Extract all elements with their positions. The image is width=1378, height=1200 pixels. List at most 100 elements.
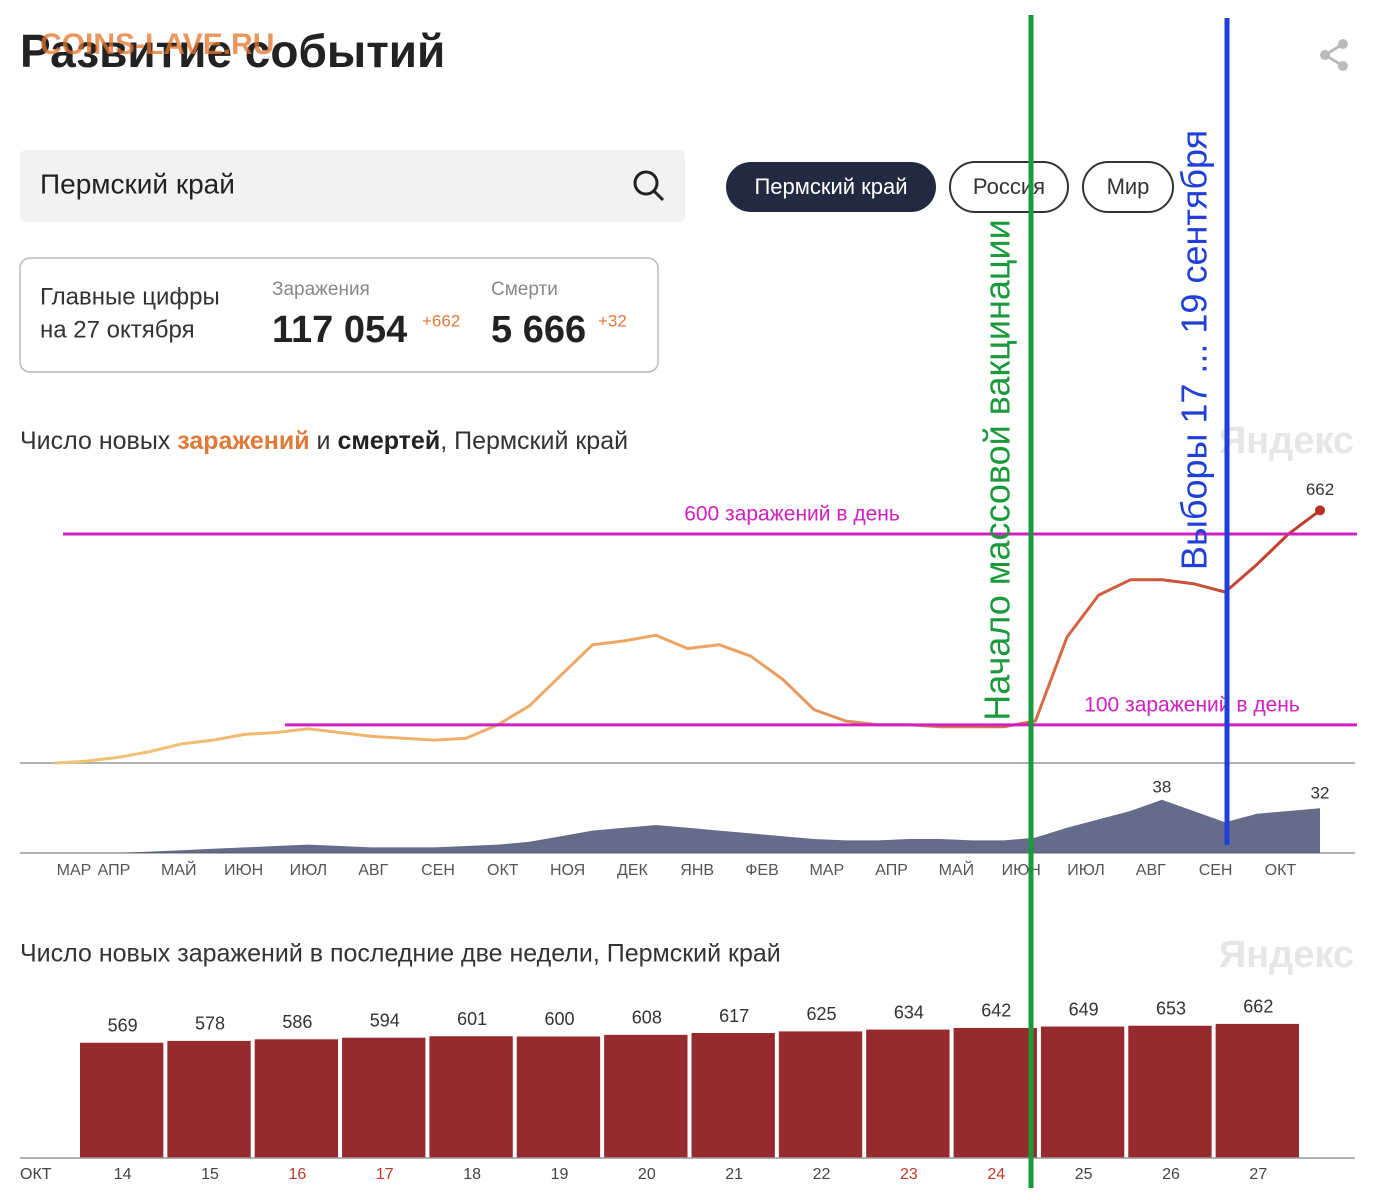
x-tick-label: ИЮЛ bbox=[290, 862, 327, 879]
tab-label[interactable]: Мир bbox=[1107, 174, 1150, 199]
x-tick-label: 19 bbox=[551, 1166, 569, 1183]
bar bbox=[254, 1039, 339, 1158]
chart-title: Число новых заражений и смертей, Пермски… bbox=[20, 427, 628, 455]
x-tick-label: 25 bbox=[1075, 1166, 1093, 1183]
data-label: 601 bbox=[457, 1009, 487, 1029]
x-tick-label: 14 bbox=[114, 1166, 132, 1183]
data-label: 600 bbox=[544, 1009, 574, 1029]
search-value[interactable]: Пермский край bbox=[40, 168, 235, 199]
x-tick-label: АВГ bbox=[1136, 862, 1166, 879]
watermark: COINS-LAVE.RU bbox=[40, 28, 274, 61]
x-tick-label: ДЕК bbox=[617, 862, 649, 879]
x-tick-label: 26 bbox=[1162, 1166, 1180, 1183]
stats-value: 117 054 bbox=[272, 309, 407, 351]
x-axis-label: ОКТ bbox=[20, 1166, 52, 1183]
data-label: 662 bbox=[1243, 997, 1273, 1017]
bar bbox=[778, 1031, 863, 1158]
data-label: 662 bbox=[1306, 480, 1334, 499]
search-box[interactable] bbox=[20, 150, 685, 222]
data-label: 649 bbox=[1069, 999, 1099, 1019]
x-tick-label: 22 bbox=[813, 1166, 831, 1183]
search-icon[interactable] bbox=[633, 170, 665, 202]
stats-value: 5 666 bbox=[491, 309, 586, 351]
annotation-label: Начало массовой вакцинации bbox=[977, 219, 1018, 720]
x-tick-label: МАР bbox=[57, 862, 92, 879]
x-tick-label: СЕН bbox=[421, 862, 455, 879]
reference-label: 600 заражений в день bbox=[684, 503, 900, 526]
title-part: смертей bbox=[337, 427, 440, 455]
stats-caption: на 27 октября bbox=[40, 316, 195, 343]
data-label: 569 bbox=[108, 1015, 138, 1035]
bar bbox=[953, 1027, 1037, 1158]
x-tick-label: ИЮЛ bbox=[1067, 862, 1104, 879]
x-tick-label: 23 bbox=[900, 1166, 918, 1183]
bar bbox=[604, 1034, 688, 1158]
bar bbox=[342, 1037, 426, 1158]
data-label: 642 bbox=[981, 1001, 1011, 1021]
page-title: Развитие событий bbox=[20, 25, 445, 77]
x-tick-label: МАЙ bbox=[939, 860, 975, 879]
data-label: 625 bbox=[807, 1004, 837, 1024]
end-point bbox=[1315, 505, 1325, 516]
x-tick-label: ЯНВ bbox=[680, 862, 714, 879]
bar bbox=[167, 1040, 251, 1158]
x-tick-label: 21 bbox=[725, 1166, 743, 1183]
data-label: 608 bbox=[632, 1008, 662, 1028]
tab-active[interactable] bbox=[726, 162, 936, 212]
bar bbox=[1215, 1023, 1299, 1158]
data-label: 38 bbox=[1152, 777, 1171, 796]
x-tick-label: 16 bbox=[288, 1166, 306, 1183]
data-label: 653 bbox=[1156, 998, 1186, 1018]
x-tick-label: АВГ bbox=[358, 862, 388, 879]
title-part: и bbox=[310, 427, 338, 455]
stats-delta: +662 bbox=[422, 311, 460, 330]
bar bbox=[80, 1042, 164, 1158]
stats-label: Заражения bbox=[272, 279, 370, 300]
title-part: , Пермский край bbox=[440, 427, 628, 455]
data-label: 32 bbox=[1311, 784, 1330, 803]
tab-label[interactable]: Россия bbox=[973, 174, 1045, 199]
x-tick-label: МАР bbox=[809, 862, 844, 879]
x-tick-label: АПР bbox=[875, 862, 908, 879]
x-tick-label: ИЮН bbox=[224, 862, 263, 879]
bar bbox=[691, 1033, 775, 1158]
x-tick-label: 15 bbox=[201, 1166, 219, 1183]
chart-title: Число новых заражений в последние две не… bbox=[20, 940, 781, 968]
tab[interactable] bbox=[1082, 161, 1174, 213]
data-label: 594 bbox=[370, 1010, 400, 1030]
data-label: 617 bbox=[719, 1006, 749, 1026]
x-tick-label: ФЕВ bbox=[745, 862, 779, 879]
title-part: заражений bbox=[177, 427, 309, 455]
stats-label: Смерти bbox=[491, 279, 558, 300]
bar bbox=[1040, 1026, 1125, 1158]
bar bbox=[516, 1036, 601, 1158]
x-tick-label: МАЙ bbox=[161, 860, 197, 879]
x-tick-label: ОКТ bbox=[1265, 862, 1297, 879]
x-tick-label: 27 bbox=[1249, 1166, 1267, 1183]
x-tick-label: СЕН bbox=[1199, 862, 1233, 879]
title-part: Число новых bbox=[20, 427, 177, 455]
x-tick-label: 17 bbox=[376, 1166, 394, 1183]
share-icon[interactable] bbox=[1320, 39, 1348, 71]
stats-card bbox=[19, 257, 659, 373]
tab[interactable] bbox=[949, 161, 1069, 213]
watermark: Яндекс bbox=[1219, 934, 1354, 976]
x-tick-label: 18 bbox=[463, 1166, 481, 1183]
stats-caption: Главные цифры bbox=[40, 283, 220, 310]
tab-label[interactable]: Пермский край bbox=[754, 174, 907, 199]
x-tick-label: НОЯ bbox=[550, 862, 585, 879]
x-tick-label: ИЮН bbox=[1002, 862, 1041, 879]
watermark: Яндекс bbox=[1219, 420, 1354, 462]
infections-line bbox=[54, 509, 1321, 765]
annotation-label: Выборы 17 ... 19 сентября bbox=[1174, 130, 1215, 570]
x-tick-label: АПР bbox=[98, 862, 131, 879]
bar bbox=[866, 1029, 950, 1158]
bar bbox=[1128, 1025, 1212, 1158]
data-label: 634 bbox=[894, 1002, 924, 1022]
reference-label: 100 заражений в день bbox=[1084, 693, 1300, 716]
stats-delta: +32 bbox=[598, 311, 627, 330]
bar bbox=[429, 1036, 513, 1158]
x-tick-label: 20 bbox=[638, 1166, 656, 1183]
x-tick-label: ОКТ bbox=[487, 862, 519, 879]
